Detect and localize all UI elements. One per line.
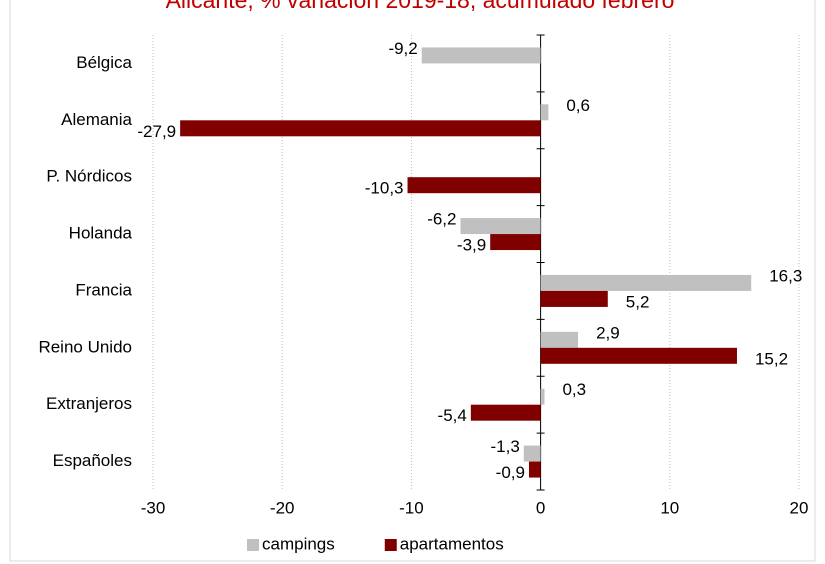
y-tick-label: P. Nórdicos xyxy=(46,167,132,186)
data-label: 15,2 xyxy=(755,349,788,368)
x-tick-label: 0 xyxy=(536,498,545,517)
bar xyxy=(540,290,608,307)
data-label: 0,6 xyxy=(566,96,590,115)
bar xyxy=(470,404,541,421)
bar xyxy=(528,461,541,478)
bar xyxy=(407,177,541,194)
y-tick-label: Holanda xyxy=(69,224,133,243)
bar xyxy=(180,120,541,137)
data-label: -9,2 xyxy=(388,39,417,58)
bar xyxy=(523,445,541,462)
data-label: 0,3 xyxy=(562,380,586,399)
data-label: -6,2 xyxy=(427,210,456,229)
bar xyxy=(540,331,579,348)
x-tick-label: 20 xyxy=(790,498,809,517)
bar xyxy=(540,388,545,405)
x-tick-label: -30 xyxy=(141,498,166,517)
data-label: -27,9 xyxy=(137,122,176,141)
chart-title: Alicante, % variación 2019-18, acumulado… xyxy=(166,0,675,13)
x-tick-label: -20 xyxy=(270,498,295,517)
data-label: -1,3 xyxy=(491,437,520,456)
bar xyxy=(460,218,541,235)
x-tick-label: 10 xyxy=(660,498,679,517)
x-tick-label: -10 xyxy=(399,498,424,517)
data-label: -10,3 xyxy=(365,179,404,198)
data-label: -5,4 xyxy=(438,406,467,425)
data-label: 2,9 xyxy=(596,323,620,342)
y-tick-label: Extranjeros xyxy=(46,394,132,413)
legend-swatch xyxy=(384,539,397,551)
legend-label: campings xyxy=(262,534,335,553)
y-tick-label: Reino Unido xyxy=(38,337,132,356)
y-tick-label: Alemania xyxy=(61,110,132,129)
legend-label: apartamentos xyxy=(400,534,504,553)
bar xyxy=(540,347,737,364)
y-tick-label: Francia xyxy=(75,280,132,299)
data-label: 5,2 xyxy=(626,292,650,311)
legend-swatch xyxy=(247,539,259,551)
bar xyxy=(421,47,541,64)
data-label: 16,3 xyxy=(769,266,802,285)
y-tick-label: Españoles xyxy=(53,451,132,470)
data-label: -0,9 xyxy=(496,463,525,482)
bar xyxy=(540,104,549,121)
data-label: -3,9 xyxy=(457,236,486,255)
bar xyxy=(540,274,752,291)
chart-border xyxy=(9,0,816,562)
y-tick-label: Bélgica xyxy=(76,53,132,72)
bar xyxy=(490,234,541,251)
